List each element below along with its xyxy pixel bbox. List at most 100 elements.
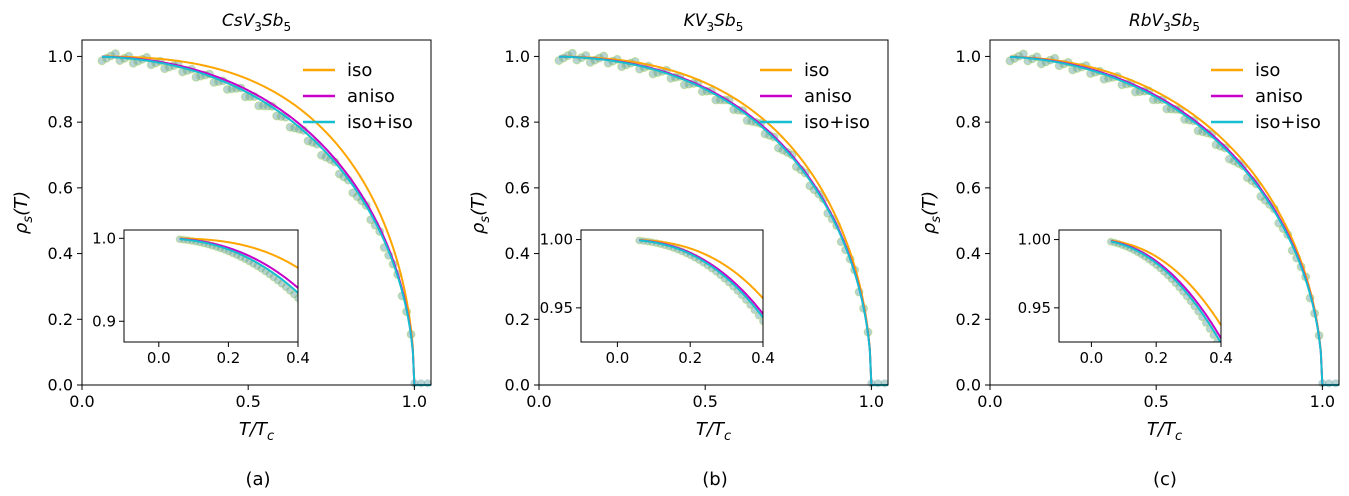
y-tick-label: 0.2 [505, 310, 530, 329]
inset-content [175, 235, 298, 303]
inset-data-point [281, 283, 290, 292]
x-tick-label: 0.5 [235, 392, 260, 411]
x-tick-label: 0.0 [69, 392, 94, 411]
y-tick-label: 0.0 [505, 376, 530, 395]
data-point [1224, 154, 1234, 164]
y-axis-label: ρs(T) [468, 191, 493, 234]
y-tick-label: 0.0 [48, 376, 73, 395]
inset: 0.0 0.2 0.4 0.9 1.0 [92, 229, 310, 367]
legend-label: iso+iso [347, 112, 413, 133]
y-tick-label: 0.4 [956, 244, 981, 263]
inset-x-tick-label: 0.4 [1209, 349, 1233, 367]
x-tick-label: 0.0 [526, 392, 551, 411]
data-point [1331, 379, 1340, 388]
inset-x-tick-label: 0.4 [286, 349, 310, 367]
plot-frame [538, 39, 889, 386]
series-line-iso-plus-iso [558, 55, 888, 386]
legend-label: aniso [804, 86, 852, 107]
y-tick-label: 0.2 [48, 310, 73, 329]
y-tick-label: 0.8 [48, 113, 73, 132]
data-point [316, 150, 326, 160]
inset-content [635, 236, 763, 326]
legend: iso aniso iso+iso [760, 60, 870, 133]
x-tick-label: 0.5 [692, 392, 717, 411]
series-line-iso-plus-iso [1009, 55, 1339, 386]
data-point [423, 379, 432, 388]
inset-series-line-iso [1110, 239, 1221, 326]
inset-x-tick-label: 0.0 [605, 349, 629, 367]
inset-data-point [294, 294, 298, 303]
x-tick-label: 1.0 [859, 392, 884, 411]
y-tick-label: 0.8 [956, 113, 981, 132]
data-point [254, 101, 264, 111]
inset-x-tick-label: 0.0 [147, 349, 171, 367]
data-point [1193, 126, 1203, 136]
y-tick-label: 1.0 [48, 47, 73, 66]
series-line-iso [558, 55, 888, 386]
panel-label: (b) [702, 469, 727, 490]
data-point [711, 95, 721, 105]
legend-label: iso [1255, 60, 1280, 81]
legend-label: iso+iso [1255, 112, 1321, 133]
data-point [1130, 87, 1140, 97]
data-point [160, 64, 170, 74]
legend: iso aniso iso+iso [303, 60, 413, 133]
inset-series-line-iso-plus-iso [639, 239, 763, 319]
x-tick-label: 1.0 [402, 392, 427, 411]
data-point [773, 143, 783, 153]
data-point [285, 122, 295, 132]
y-tick-label: 0.4 [48, 244, 73, 263]
inset-y-tick-label: 1.0 [92, 229, 116, 247]
data-point [191, 72, 201, 82]
legend-label: iso [804, 60, 829, 81]
inset-series-line-iso-plus-iso [1110, 240, 1221, 342]
inset-x-tick-label: 0.2 [678, 349, 702, 367]
y-axis-label: ρs(T) [11, 191, 36, 234]
x-tick-label: 0.0 [977, 392, 1002, 411]
panel-label: (a) [245, 469, 270, 490]
legend-label: aniso [1255, 86, 1303, 107]
inset-series-line-iso [639, 238, 763, 300]
inset-y-tick-label: 1.00 [1018, 231, 1051, 249]
x-tick-label: 1.0 [1310, 392, 1335, 411]
x-axis-label: T/Tc [1147, 419, 1182, 444]
data-point [272, 111, 282, 121]
inset-frame [580, 229, 764, 343]
x-axis-label: T/Tc [239, 419, 274, 444]
inset-y-tick-label: 1.00 [540, 231, 573, 249]
y-tick-label: 0.6 [956, 178, 981, 197]
panel-a: 0.0 0.2 0.4 0.6 0.8 1.0 0.0 0.5 1.0 CsV3Sb5 T/Tc ρs… [11, 11, 432, 490]
legend-label: iso+iso [804, 112, 870, 133]
inset-y-tick-label: 0.9 [92, 312, 116, 330]
inset-background [1059, 230, 1221, 342]
inset-x-tick-label: 0.4 [751, 349, 775, 367]
legend-label: iso [347, 60, 372, 81]
inset-data-point [759, 317, 763, 326]
data-point [222, 84, 232, 94]
inset-background [124, 230, 298, 342]
panel-label: (c) [1153, 469, 1177, 490]
inset-data-point [289, 290, 298, 299]
series-line-iso-plus-iso [101, 55, 431, 386]
inset-series-line-iso [179, 237, 298, 269]
data-point [1162, 104, 1172, 114]
inset-series-line-iso-plus-iso [179, 238, 298, 294]
legend: iso aniso iso+iso [1211, 60, 1321, 133]
plot-frame [989, 39, 1340, 386]
chart-title: CsV3Sb5 [222, 11, 291, 34]
x-tick-label: 0.5 [1143, 392, 1168, 411]
inset: 0.0 0.2 0.4 0.95 1.00 [1018, 229, 1233, 367]
chart-title: KV3Sb5 [684, 11, 744, 34]
chart-title: RbV3Sb5 [1129, 11, 1200, 34]
y-tick-label: 0.2 [956, 310, 981, 329]
inset-x-tick-label: 0.2 [216, 349, 240, 367]
inset: 0.0 0.2 0.4 0.95 1.00 [540, 229, 775, 367]
panel-c: 0.0 0.2 0.4 0.6 0.8 1.0 0.0 0.5 1.0 RbV3Sb5 T/Tc ρs… [919, 11, 1340, 490]
inset-x-tick-label: 0.2 [1144, 349, 1168, 367]
y-tick-label: 0.6 [48, 178, 73, 197]
legend-label: aniso [347, 86, 395, 107]
y-axis-label: ρs(T) [919, 191, 944, 234]
inset-frame [1058, 229, 1222, 343]
panel-b: 0.0 0.2 0.4 0.6 0.8 1.0 0.0 0.5 1.0 KV3Sb5 T/Tc ρs(… [468, 11, 889, 490]
